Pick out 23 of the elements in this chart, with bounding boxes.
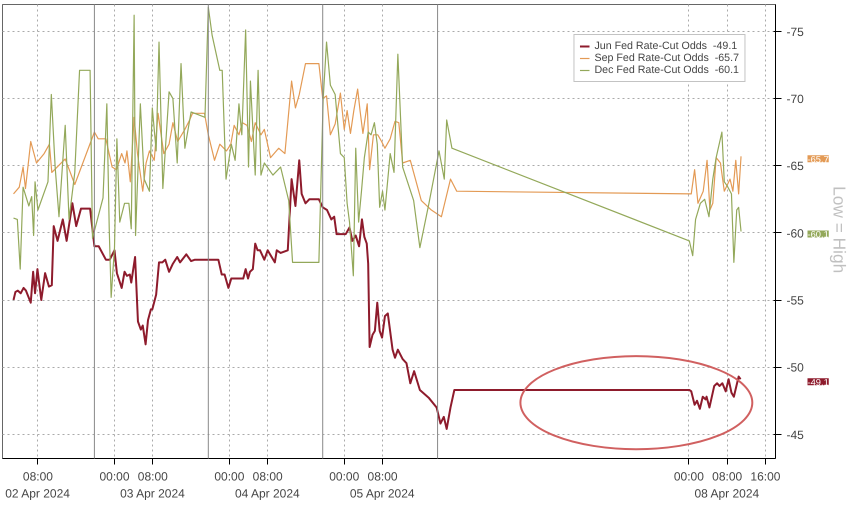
x-tick-label: 16:00 xyxy=(750,470,781,484)
legend-label: Jun Fed Rate-Cut Odds -49.1 xyxy=(594,40,738,52)
line-series xyxy=(12,63,742,218)
y-tick-label: -75 xyxy=(786,24,804,39)
x-tick-label: 08:00 02 Apr 2024 xyxy=(5,470,70,500)
text: -49.1 xyxy=(808,377,829,388)
text: Low = High xyxy=(830,186,848,274)
line-series xyxy=(12,159,742,430)
x-tick-label: 00:00 xyxy=(99,470,130,484)
y-tick-label: -50 xyxy=(786,360,804,375)
y-tick-label: -70 xyxy=(786,92,804,106)
x-tick-label: 00:00 xyxy=(214,470,245,484)
legend-label: Sep Fed Rate-Cut Odds -65.7 xyxy=(594,52,739,64)
x-tick-label: 00:00 xyxy=(329,470,360,484)
line-series xyxy=(12,6,742,298)
text: -65.7 xyxy=(808,154,829,164)
y-tick-label: -45 xyxy=(786,428,804,442)
y-tick-label: -65 xyxy=(786,159,804,174)
text: -60.1 xyxy=(808,230,829,240)
y-tick-label: -55 xyxy=(786,294,804,308)
x-tick-label: 00:00 xyxy=(674,470,704,484)
y-tick-label: -60 xyxy=(786,226,804,240)
legend-label: Dec Fed Rate-Cut Odds -60.1 xyxy=(594,64,739,76)
